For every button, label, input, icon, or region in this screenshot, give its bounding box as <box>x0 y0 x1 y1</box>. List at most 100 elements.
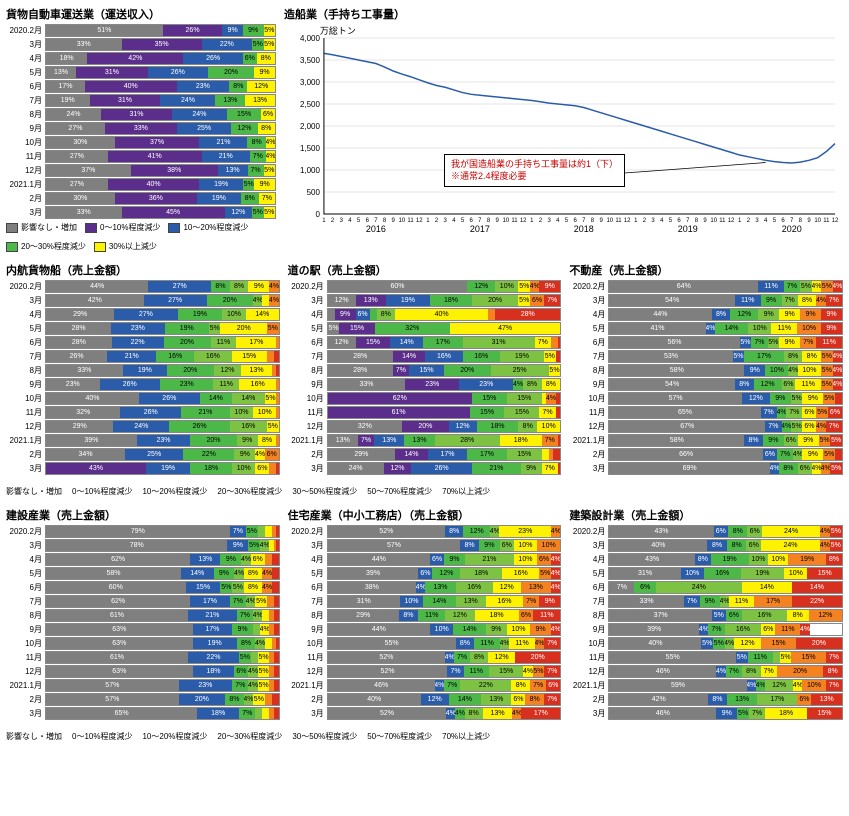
bar-seg: 18% <box>197 708 239 719</box>
bar-stack: 67%7%4%5%6%4%7% <box>608 420 843 433</box>
bar-seg: 16% <box>239 379 276 390</box>
bar-seg: 24% <box>113 421 169 432</box>
bar-seg: 12% <box>449 421 477 432</box>
callout-line1: 我が国造船業の手持ち工事量は約1（下） <box>451 159 618 169</box>
bar-seg: 5% <box>264 25 275 36</box>
svg-text:5: 5 <box>565 218 569 224</box>
bar-seg: 11% <box>729 596 754 607</box>
row-label: 10月 <box>288 393 327 404</box>
bar-seg: 19% <box>146 463 190 474</box>
svg-text:10: 10 <box>606 218 613 224</box>
bar-row: 9月27%33%25%12%8% <box>6 122 276 135</box>
bar-stack: 12%13%19%18%20%5%6%7% <box>327 294 562 307</box>
bar-seg: 6% <box>530 295 544 306</box>
bar-seg: 20% <box>207 295 254 306</box>
row-label: 12月 <box>6 666 45 677</box>
callout-ship: 我が国造船業の手持ち工事量は約1（下） ※通常2.4程度必要 <box>444 154 625 187</box>
row-label: 12月 <box>288 421 327 432</box>
row-label: 12月 <box>288 666 327 677</box>
bar-seg: 24% <box>172 109 227 120</box>
bar-seg: 6% <box>634 582 655 593</box>
bar-seg: 18% <box>477 421 519 432</box>
bar-seg: 12% <box>467 281 495 292</box>
bar-stack: 32%20%12%18%8%10% <box>327 420 562 433</box>
row-label: 5月 <box>288 568 327 579</box>
bar-stack: 46%9%5%7%18%15% <box>608 707 843 720</box>
bar-stack: 30%37%21%8%4% <box>45 136 276 149</box>
legend-label: 50～70%程度減少 <box>367 732 432 741</box>
bar-seg: 37% <box>115 137 200 148</box>
bar-stack: 65%18%7% <box>45 707 280 720</box>
row-label: 3月 <box>569 295 608 306</box>
bar-seg <box>274 708 279 719</box>
row-label: 6月 <box>569 582 608 593</box>
bar-seg <box>276 337 278 348</box>
bar-seg: 12% <box>765 680 793 691</box>
bar-seg: 9% <box>479 540 500 551</box>
bar-seg: 10% <box>681 568 704 579</box>
bar-seg: 8% <box>230 281 249 292</box>
svg-text:12: 12 <box>832 218 839 224</box>
bar-seg: 9% <box>821 309 842 320</box>
bar-stack: 44%27%8%8%9%4% <box>45 280 280 293</box>
bar-seg: 33% <box>46 207 122 218</box>
row-label: 9月 <box>288 379 327 390</box>
bar-row: 10月57%12%9%5%9%5% <box>569 392 843 405</box>
legend-item: 10～20%程度減少 <box>168 222 248 233</box>
bar-seg: 62% <box>46 596 190 607</box>
bar-row: 4月18%42%26%6%8% <box>6 52 276 65</box>
bar-seg: 30% <box>46 137 115 148</box>
bar-row: 3月54%11%9%7%8%4%7% <box>569 294 843 307</box>
bar-row: 2月29%14%17%17%15% <box>288 448 562 461</box>
bar-seg: 4% <box>821 463 830 474</box>
bar-seg: 5% <box>248 540 260 551</box>
bar-stack: 24%31%24%15%6% <box>45 108 276 121</box>
bar-seg: 7% <box>708 624 724 635</box>
bar-row: 9月23%26%23%11%16% <box>6 378 280 391</box>
legend-item: 影響なし・増加 <box>6 731 62 742</box>
bar-seg: 21% <box>188 610 237 621</box>
bar-row: 2月30%36%19%8%7% <box>6 192 276 205</box>
svg-text:10: 10 <box>503 218 510 224</box>
panel-jutaku: 住宅産業（中小工務店）（売上金額） 2020.2月52%8%12%4%23%4%… <box>288 507 562 721</box>
bar-seg: 8% <box>695 554 711 565</box>
bar-seg: 12% <box>734 638 762 649</box>
bar-seg: 44% <box>328 624 430 635</box>
bar-row: 6月28%22%20%11%17% <box>6 336 280 349</box>
bar-seg <box>276 540 278 551</box>
row-label: 8月 <box>6 365 45 376</box>
bar-seg: 10% <box>507 624 530 635</box>
bar-seg: 26% <box>148 67 208 78</box>
bar-row: 12月32%20%12%18%8%10% <box>288 420 562 433</box>
svg-text:3: 3 <box>755 218 759 224</box>
svg-text:4: 4 <box>764 218 768 224</box>
bar-seg: 6% <box>802 407 816 418</box>
bar-seg: 10% <box>400 596 423 607</box>
bar-seg: 13% <box>481 694 511 705</box>
bar-seg: 5% <box>713 638 725 649</box>
bar-seg: 20% <box>164 337 211 348</box>
bar-seg: 69% <box>609 463 770 474</box>
bar-row: 10月62%15%15%4% <box>288 392 562 405</box>
bar-seg: 26% <box>139 393 199 404</box>
bar-stack: 33%35%22%5%5% <box>45 38 276 51</box>
bar-seg: 13% <box>241 365 271 376</box>
bar-seg: 5% <box>830 540 842 551</box>
bar-seg: 15% <box>472 393 507 404</box>
bar-seg: 6% <box>537 554 551 565</box>
bar-seg: 4% <box>253 295 262 306</box>
bar-seg: 8% <box>399 610 419 621</box>
bar-seg: 13% <box>456 596 486 607</box>
bar-seg: 13% <box>483 708 513 719</box>
bar-seg: 20% <box>515 652 560 663</box>
bar-seg: 4% <box>262 582 271 593</box>
row-label: 11月 <box>569 407 608 418</box>
legend-item: 20～30%程度減少 <box>6 241 86 252</box>
bar-row: 8月58%9%10%4%10%5%4% <box>569 364 843 377</box>
bar-seg: 7% <box>250 151 266 162</box>
row-label: 11月 <box>6 652 45 663</box>
bar-seg: 57% <box>609 393 742 404</box>
bar-seg: 7% <box>237 610 253 621</box>
svg-text:2017: 2017 <box>470 224 490 234</box>
bar-seg: 9% <box>770 393 791 404</box>
